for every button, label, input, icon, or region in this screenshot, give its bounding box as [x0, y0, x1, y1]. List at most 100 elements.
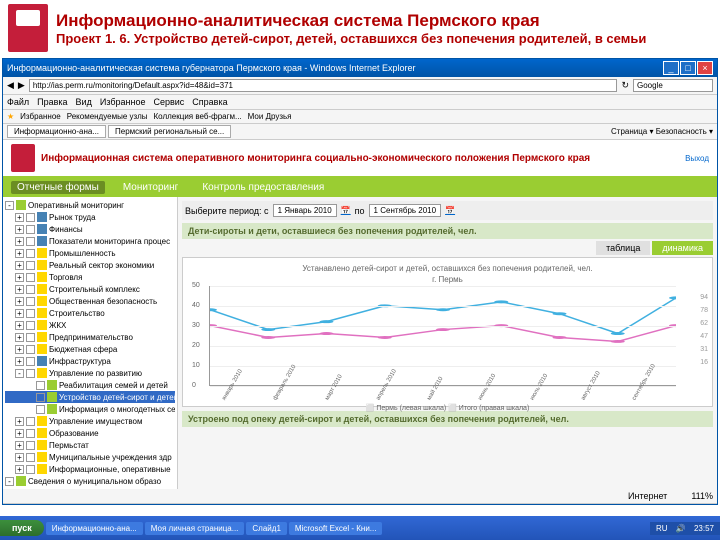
expand-icon[interactable]: + [15, 321, 24, 330]
tree-item[interactable]: +Пермьстат [5, 439, 175, 451]
tree-item[interactable]: -Управление по развитию [5, 367, 175, 379]
expand-icon[interactable]: + [15, 429, 24, 438]
expand-icon[interactable]: + [15, 345, 24, 354]
menu-view[interactable]: Вид [76, 97, 92, 107]
calendar-to-icon[interactable]: 📅 [445, 206, 455, 215]
tab-dynamics[interactable]: динамика [652, 241, 713, 255]
checkbox[interactable] [26, 345, 35, 354]
close-button[interactable]: × [697, 61, 713, 75]
checkbox[interactable] [26, 453, 35, 462]
tree-item[interactable]: +Показатели мониторинга процес [5, 235, 175, 247]
tree-item[interactable]: +Муниципальные учреждения здр [5, 451, 175, 463]
tree-item[interactable]: Информация о многодетных сем [5, 403, 175, 415]
toolbar-right[interactable]: Страница ▾ Безопасность ▾ [611, 127, 713, 136]
checkbox[interactable] [26, 225, 35, 234]
tree-item[interactable]: +Рынок труда [5, 211, 175, 223]
expand-icon[interactable]: + [15, 261, 24, 270]
tree-item[interactable]: +Реальный сектор экономики [5, 259, 175, 271]
period-to[interactable]: 1 Сентябрь 2010 [369, 204, 442, 217]
checkbox[interactable] [26, 249, 35, 258]
tree-item[interactable]: -Оперативный мониторинг [5, 199, 175, 211]
expand-icon[interactable]: + [15, 417, 24, 426]
lang-indicator[interactable]: RU [656, 524, 668, 533]
search-input[interactable]: Google [633, 79, 713, 92]
checkbox[interactable] [26, 357, 35, 366]
tree-item[interactable]: Устройство детей-сирот и детей [5, 391, 175, 403]
menu-control[interactable]: Контроль предоставления [196, 181, 330, 194]
expand-icon[interactable]: + [15, 309, 24, 318]
expand-icon[interactable]: + [15, 213, 24, 222]
logout-link[interactable]: Выход [685, 154, 709, 163]
expand-icon[interactable]: + [15, 465, 24, 474]
expand-icon[interactable]: + [15, 357, 24, 366]
period-from[interactable]: 1 Январь 2010 [273, 204, 337, 217]
clock[interactable]: 23:57 [694, 524, 714, 533]
favorites-label[interactable]: Избранное [20, 112, 61, 121]
checkbox[interactable] [26, 321, 35, 330]
checkbox[interactable] [26, 213, 35, 222]
expand-icon[interactable]: + [15, 297, 24, 306]
task-0[interactable]: Информационно-ана... [46, 522, 143, 535]
checkbox[interactable] [36, 405, 45, 414]
menu-reports[interactable]: Отчетные формы [11, 181, 105, 194]
back-button[interactable]: ◀ [7, 80, 14, 91]
task-3[interactable]: Microsoft Excel - Кни... [289, 522, 383, 535]
expand-icon[interactable]: + [15, 441, 24, 450]
status-zoom[interactable]: 111% [691, 491, 713, 501]
calendar-from-icon[interactable]: 📅 [341, 206, 351, 215]
checkbox[interactable] [26, 369, 35, 378]
task-2[interactable]: Слайд1 [246, 522, 286, 535]
menu-help[interactable]: Справка [192, 97, 227, 107]
tree-item[interactable]: +Образование [5, 427, 175, 439]
checkbox[interactable] [26, 237, 35, 246]
forward-button[interactable]: ▶ [18, 80, 25, 91]
task-1[interactable]: Моя личная страница... [145, 522, 245, 535]
checkbox[interactable] [36, 393, 45, 402]
tree-item[interactable]: +Промышленность [5, 247, 175, 259]
menu-favorites[interactable]: Избранное [100, 97, 146, 107]
checkbox[interactable] [26, 465, 35, 474]
fav-item-2[interactable]: Мои Друзья [248, 112, 292, 121]
checkbox[interactable] [26, 261, 35, 270]
checkbox[interactable] [26, 285, 35, 294]
expand-icon[interactable]: + [15, 333, 24, 342]
expand-icon[interactable]: + [15, 453, 24, 462]
expand-icon[interactable]: + [15, 237, 24, 246]
checkbox[interactable] [26, 441, 35, 450]
expand-icon[interactable]: + [15, 225, 24, 234]
checkbox[interactable] [26, 309, 35, 318]
expand-icon[interactable]: - [15, 369, 24, 378]
start-button[interactable]: пуск [0, 520, 44, 536]
tree-item[interactable]: +Инфраструктура [5, 355, 175, 367]
tree-item[interactable]: +Финансы [5, 223, 175, 235]
tree-item[interactable]: +Строительный комплекс [5, 283, 175, 295]
tab-1[interactable]: Пермский региональный се... [108, 125, 231, 138]
system-tray[interactable]: RU 🔊 23:57 [650, 522, 720, 535]
tree-item[interactable]: +Торговля [5, 271, 175, 283]
refresh-button[interactable]: ↻ [621, 80, 629, 91]
tree-item[interactable]: -Сведения о муниципальном образо [5, 475, 175, 487]
menu-file[interactable]: Файл [7, 97, 29, 107]
checkbox[interactable] [36, 381, 45, 390]
menu-edit[interactable]: Правка [37, 97, 67, 107]
expand-icon[interactable]: + [15, 285, 24, 294]
tree-item[interactable]: Реабилитация семей и детей [5, 379, 175, 391]
fav-item-0[interactable]: Рекомендуемые узлы [67, 112, 148, 121]
checkbox[interactable] [26, 417, 35, 426]
checkbox[interactable] [26, 429, 35, 438]
tree-item[interactable]: +Управление имуществом [5, 415, 175, 427]
tree-item[interactable]: +Общественная безопасность [5, 295, 175, 307]
expand-icon[interactable]: + [15, 249, 24, 258]
fav-item-1[interactable]: Коллекция веб-фрагм... [154, 112, 242, 121]
menu-monitoring[interactable]: Мониторинг [117, 181, 184, 194]
expand-icon[interactable]: - [5, 477, 14, 486]
checkbox[interactable] [26, 297, 35, 306]
tree-item[interactable]: +Предпринимательство [5, 331, 175, 343]
expand-icon[interactable]: - [5, 201, 14, 210]
tab-table[interactable]: таблица [596, 241, 650, 255]
address-input[interactable]: http://ias.perm.ru/monitoring/Default.as… [29, 79, 618, 92]
expand-icon[interactable]: + [15, 273, 24, 282]
menu-tools[interactable]: Сервис [153, 97, 184, 107]
tree-item[interactable]: +Бюджетная сфера [5, 343, 175, 355]
minimize-button[interactable]: _ [663, 61, 679, 75]
